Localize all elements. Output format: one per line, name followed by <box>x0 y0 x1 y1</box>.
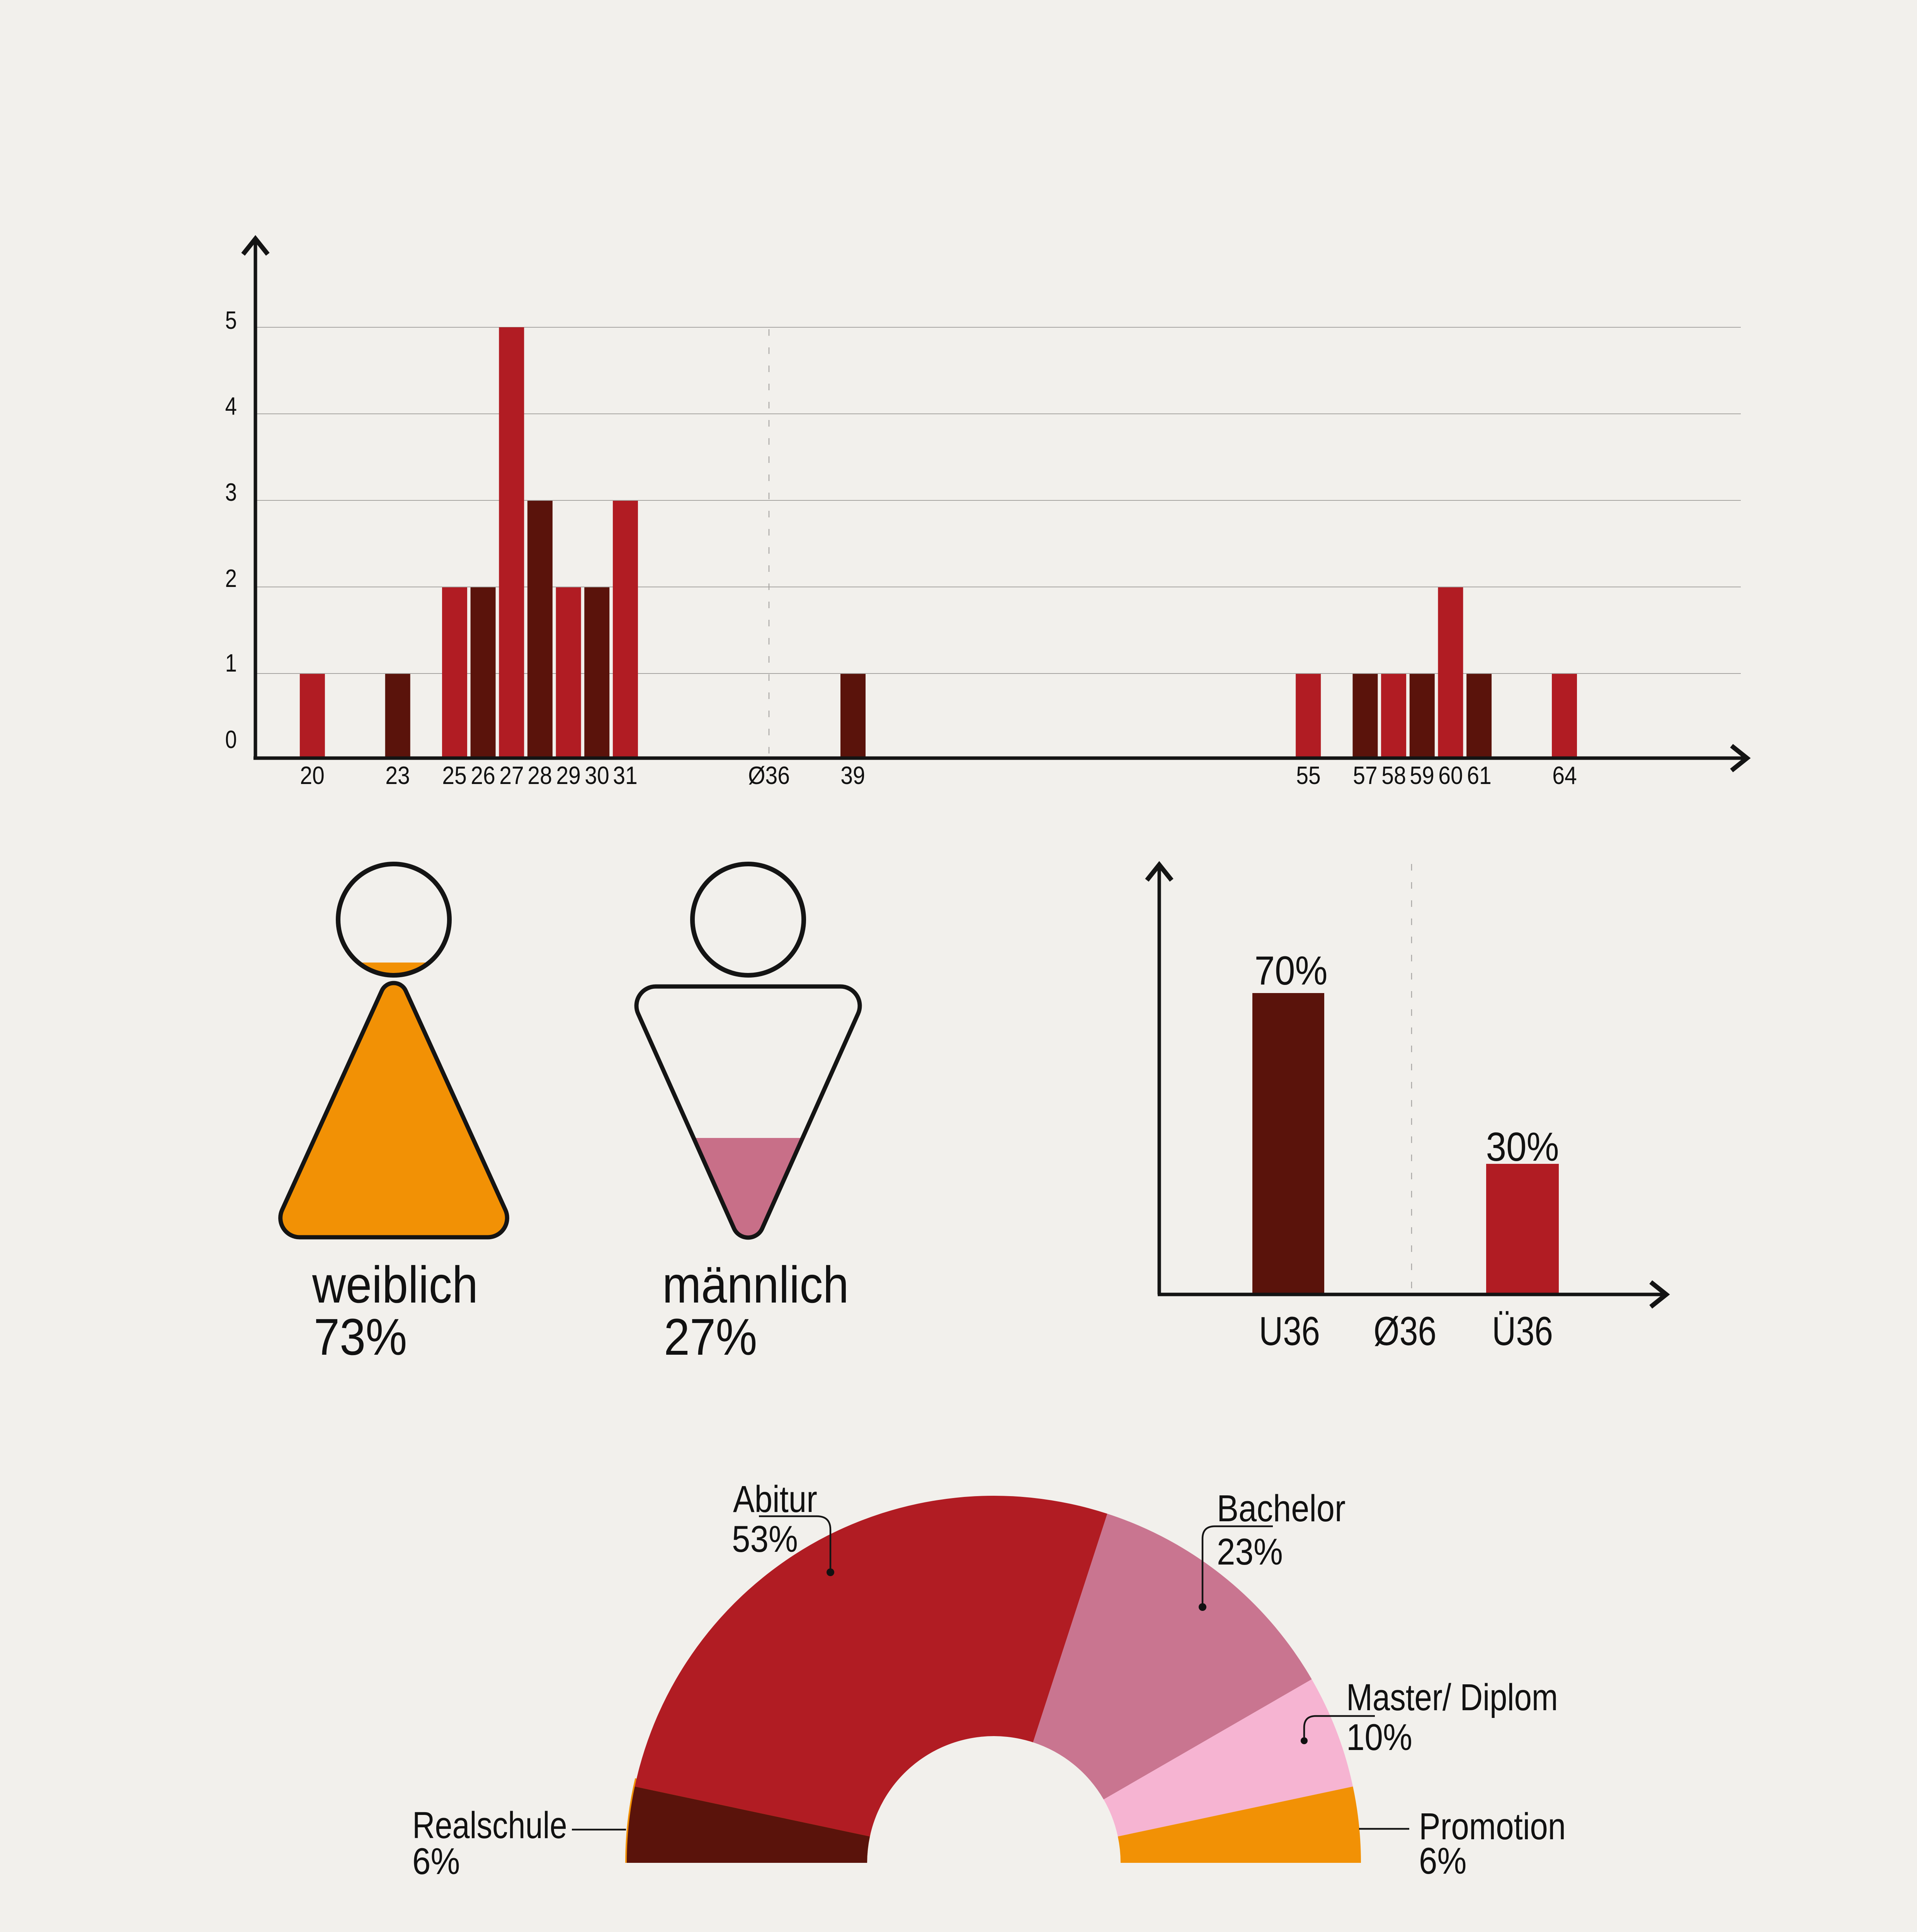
svg-text:5: 5 <box>225 306 237 335</box>
svg-text:59: 59 <box>1410 762 1434 789</box>
svg-text:Abitur: Abitur <box>733 1478 817 1520</box>
svg-text:61: 61 <box>1467 762 1492 789</box>
svg-text:30%: 30% <box>1486 1124 1559 1170</box>
svg-text:26: 26 <box>471 762 495 789</box>
svg-text:70%: 70% <box>1254 948 1327 993</box>
svg-text:Bachelor: Bachelor <box>1217 1488 1345 1530</box>
svg-text:U36: U36 <box>1259 1309 1320 1354</box>
svg-text:Ø36: Ø36 <box>748 762 790 789</box>
svg-text:31: 31 <box>613 762 638 789</box>
svg-text:10%: 10% <box>1346 1716 1412 1758</box>
svg-text:Ü36: Ü36 <box>1492 1309 1553 1354</box>
svg-text:60: 60 <box>1438 762 1463 789</box>
svg-text:58: 58 <box>1381 762 1406 789</box>
svg-text:27%: 27% <box>664 1308 757 1366</box>
svg-text:6%: 6% <box>1419 1840 1466 1882</box>
svg-text:3: 3 <box>225 478 237 507</box>
svg-text:weiblich: weiblich <box>312 1256 478 1314</box>
svg-text:64: 64 <box>1552 762 1577 789</box>
svg-text:2: 2 <box>225 565 237 593</box>
svg-text:6%: 6% <box>412 1840 460 1882</box>
svg-text:Realschule: Realschule <box>412 1804 567 1846</box>
svg-text:Promotion: Promotion <box>1419 1806 1566 1847</box>
svg-text:73%: 73% <box>314 1308 407 1366</box>
svg-text:55: 55 <box>1296 762 1321 789</box>
svg-text:39: 39 <box>840 762 865 789</box>
svg-text:4: 4 <box>225 392 237 420</box>
svg-text:20: 20 <box>300 762 325 789</box>
svg-text:23: 23 <box>385 762 410 789</box>
svg-text:1: 1 <box>225 649 237 677</box>
svg-text:25: 25 <box>442 762 467 789</box>
svg-text:0: 0 <box>225 726 237 754</box>
svg-text:57: 57 <box>1353 762 1378 789</box>
svg-text:27: 27 <box>499 762 524 789</box>
svg-text:Ø36: Ø36 <box>1374 1309 1437 1354</box>
svg-text:männlich: männlich <box>662 1256 849 1314</box>
svg-text:30: 30 <box>585 762 609 789</box>
svg-text:23%: 23% <box>1217 1531 1283 1573</box>
svg-text:28: 28 <box>527 762 552 789</box>
svg-text:Master/ Diplom: Master/ Diplom <box>1346 1676 1558 1718</box>
svg-text:53%: 53% <box>732 1518 798 1560</box>
svg-text:29: 29 <box>556 762 581 789</box>
